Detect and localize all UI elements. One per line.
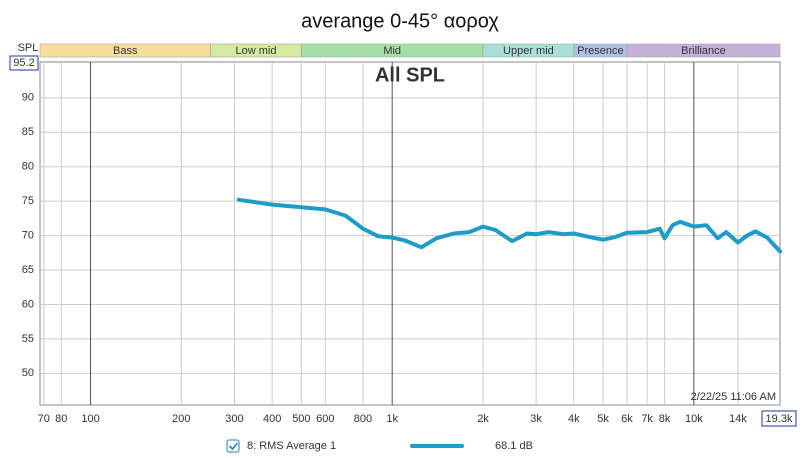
x-tick-label: 800 (354, 413, 372, 425)
x-tick-label: 500 (292, 413, 310, 425)
y-tick-label: 60 (22, 298, 34, 310)
x-tick-label: 7k (641, 413, 653, 425)
x-tick-label: 70 (38, 413, 50, 425)
x-tick-label: 80 (55, 413, 67, 425)
x-tick-label: 19.3k (766, 413, 793, 425)
x-tick-label: 200 (172, 413, 190, 425)
band-label: Presence (577, 45, 623, 57)
band-label: Bass (113, 45, 138, 57)
x-tick-label: 400 (263, 413, 281, 425)
band-label: Brilliance (681, 45, 726, 57)
x-tick-label: 2k (477, 413, 489, 425)
x-tick-label: 3k (530, 413, 542, 425)
band-label: Low mid (235, 45, 276, 57)
x-max-box (761, 410, 797, 427)
x-tick-label: 10k (685, 413, 703, 425)
timestamp: 2/22/25 11:06 AM (691, 391, 776, 403)
legend-checkbox[interactable] (226, 439, 240, 453)
annotation: All SPL (375, 64, 445, 86)
x-tick-label: 8k (659, 413, 671, 425)
band-label: Mid (383, 45, 401, 57)
chart-title: averange 0-45° αοροχ (301, 10, 499, 32)
x-tick-label: 300 (225, 413, 243, 425)
y-tick-label: 70 (22, 229, 34, 241)
y-tick-label: 80 (22, 161, 34, 173)
x-tick-label: 600 (316, 413, 334, 425)
band (626, 43, 781, 58)
plot-frame (39, 61, 781, 406)
x-tick-label: 6k (621, 413, 633, 425)
y-tick-label: 50 (22, 367, 34, 379)
y-tick-label: 55 (22, 333, 34, 345)
x-tick-label: 14k (729, 413, 747, 425)
legend-check (228, 442, 239, 451)
y-tick-label: 95.2 (13, 57, 34, 69)
y-tick-label: 75 (22, 195, 34, 207)
x-tick-label: 100 (81, 413, 99, 425)
band-label: Upper mid (503, 45, 554, 57)
curve (236, 197, 782, 254)
y-tick-label: 65 (22, 264, 34, 276)
x-tick-label: 4k (568, 413, 580, 425)
y-axis-label: SPL (18, 42, 39, 54)
y-max-box (9, 55, 39, 71)
x-tick-label: 1k (386, 413, 398, 425)
x-tick-label: 5k (597, 413, 609, 425)
legend-value: 68.1 dB (495, 440, 533, 452)
y-tick-label: 90 (22, 92, 34, 104)
legend-name: 8: RMS Average 1 (247, 440, 336, 452)
y-tick-label: 85 (22, 126, 34, 138)
